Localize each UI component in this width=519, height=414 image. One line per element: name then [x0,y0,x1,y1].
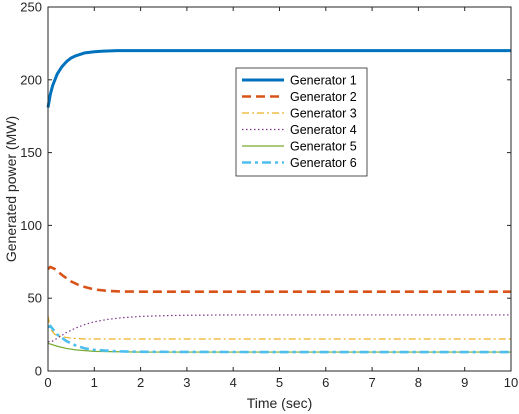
series-line-2 [47,265,511,293]
x-tick-label: 9 [461,375,468,390]
x-tick-label: 5 [276,375,283,390]
legend-box [235,67,368,177]
y-tick-label: 100 [20,218,42,233]
legend-label-5: Generator 5 [290,140,357,154]
y-tick-label: 200 [20,72,42,87]
y-tick-label: 0 [35,364,42,379]
x-tick-label: 6 [322,375,329,390]
y-axis-label: Generated power (MW) [3,116,19,262]
x-tick-label: 4 [230,375,237,390]
x-tick-label: 1 [91,375,98,390]
y-tick-label: 250 [20,0,42,15]
series-line-4 [47,314,511,343]
series-layer [46,49,511,354]
legend-label-4: Generator 4 [290,123,357,137]
y-tick-label: 50 [28,291,42,306]
x-tick-label: 8 [415,375,422,390]
y-tick-label: 150 [20,145,42,160]
x-tick-label: 10 [504,375,518,390]
series-line-1 [46,49,511,108]
series-line-3 [47,315,511,340]
legend-label-6: Generator 6 [290,156,357,170]
series-line-5 [47,342,511,353]
legend-label-3: Generator 3 [290,107,357,121]
legend: Generator 1 Generator 2 Generator 3 Generat… [235,67,368,177]
x-tick-label: 7 [368,375,375,390]
plot-area [48,7,511,371]
x-axis-label: Time (sec) [247,395,313,411]
x-tick-label: 2 [137,375,144,390]
x-tick-label: 3 [183,375,190,390]
legend-label-2: Generator 2 [290,90,357,104]
legend-label-1: Generator 1 [290,74,357,88]
x-tick-label: 0 [44,375,51,390]
series-line-6 [47,324,511,354]
